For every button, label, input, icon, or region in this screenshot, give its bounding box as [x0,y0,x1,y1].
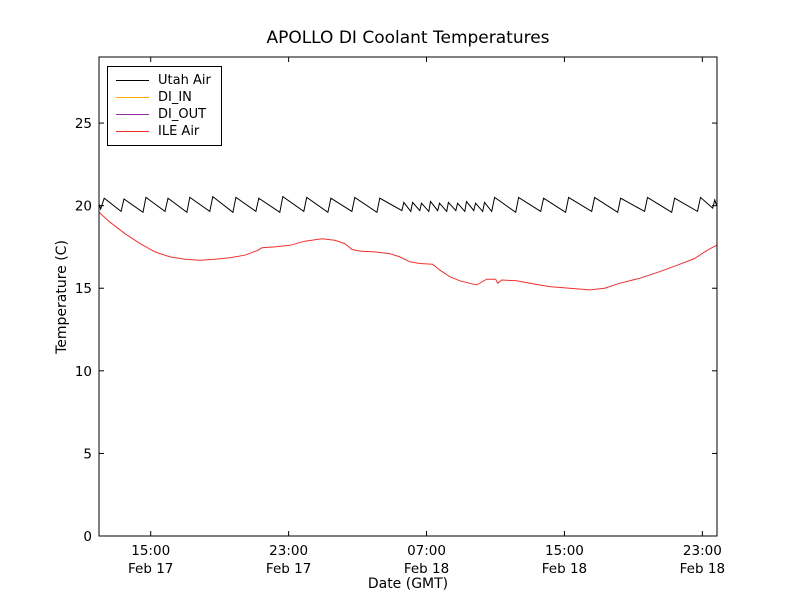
x-tick-date-label: Feb 18 [680,561,725,577]
y-tick-label-0: 0 [83,529,92,545]
x-tick-time-label: 23:00 [269,543,308,559]
x-tick-time-label: 07:00 [407,543,446,559]
legend-label: DI_IN [158,90,192,105]
series-line-ile-air [98,211,717,291]
y-tick-label-5: 5 [83,446,92,462]
legend-label: DI_OUT [158,107,207,122]
legend-line-swatch [116,80,149,81]
plot-frame [98,56,718,537]
x-tick-date-label: Feb 18 [542,561,587,577]
legend-item-di-out: DI_OUT [116,106,211,123]
x-tick-time-label: 15:00 [545,543,584,559]
x-axis-label: Date (GMT) [367,576,449,592]
chart-title: APOLLO DI Coolant Temperatures [266,28,550,48]
x-tick-date-label: Feb 17 [128,561,173,577]
legend-item-utah-air: Utah Air [116,72,211,89]
legend-line-swatch [116,131,149,132]
legend-item-ile-air: ILE Air [116,123,211,140]
legend: Utah Air DI_IN DI_OUT ILE Air [107,66,222,146]
legend-line-swatch [116,97,149,98]
y-tick-label-20: 20 [75,199,92,215]
series-line-utah-air [98,195,718,214]
y-tick-label-25: 25 [75,116,92,132]
y-axis-label: Temperature (C) [54,240,70,354]
y-tick-label-10: 10 [75,364,92,380]
x-tick-time-label: 23:00 [683,543,722,559]
x-tick-time-label: 15:00 [131,543,170,559]
x-tick-date-label: Feb 17 [266,561,311,577]
legend-label: ILE Air [158,124,200,139]
y-tick-label-15: 15 [75,281,92,297]
legend-line-swatch [116,114,149,115]
legend-label: Utah Air [158,73,211,88]
x-tick-date-label: Feb 18 [404,561,449,577]
legend-item-di-in: DI_IN [116,89,211,106]
